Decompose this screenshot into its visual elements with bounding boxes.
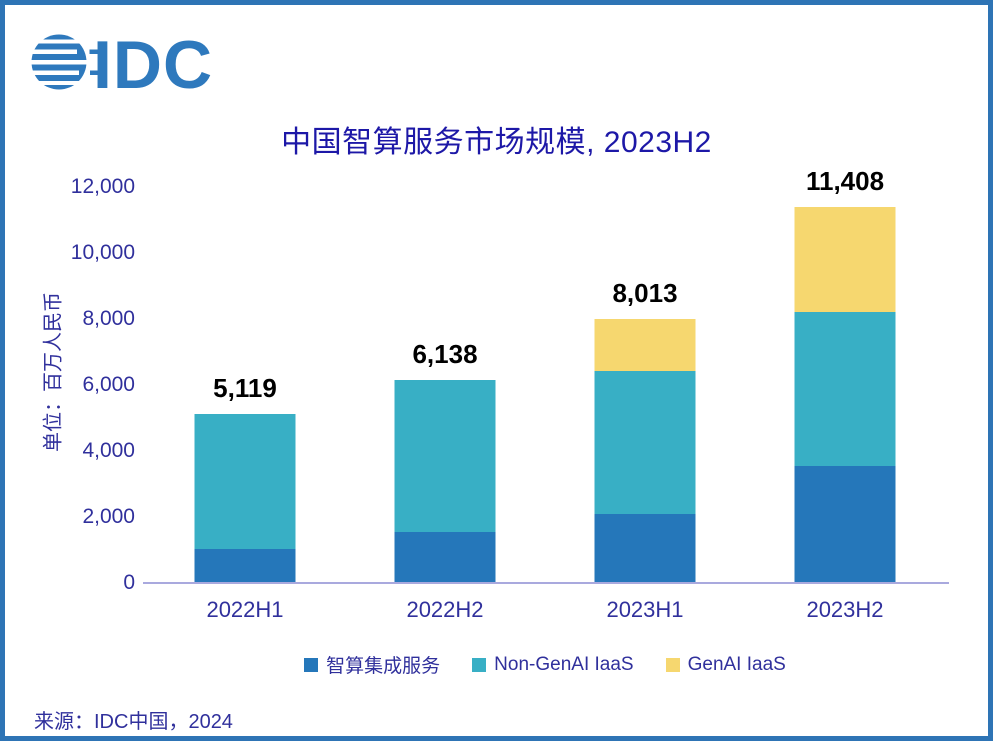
x-axis-line <box>143 582 949 584</box>
legend-swatch-icon <box>665 657 680 672</box>
stacked-bar <box>794 206 896 583</box>
bar-segment <box>594 318 696 372</box>
stacked-bar <box>394 380 496 583</box>
logo-wordmark: IDC <box>93 29 213 95</box>
bar-column-2022h2: 6,138 <box>345 187 545 583</box>
legend-swatch-icon <box>472 657 487 672</box>
y-axis: 0 2,000 4,000 6,000 8,000 10,000 12,000 <box>5 176 135 594</box>
plot-area: 5,119 6,138 8,013 11,408 <box>145 166 945 583</box>
legend: 智算集成服务 Non-GenAI IaaS GenAI IaaS <box>145 651 945 678</box>
bar-segment <box>194 549 296 583</box>
x-tick-label: 2022H2 <box>406 597 484 622</box>
bar-column-2022h1: 5,119 <box>145 187 345 583</box>
x-tick-label: 2023H2 <box>806 597 884 622</box>
legend-label: Non-GenAI IaaS <box>494 653 634 675</box>
y-tick-label: 2,000 <box>82 505 135 528</box>
bar-segment <box>794 311 896 466</box>
bar-column-2023h1: 8,013 <box>545 187 745 583</box>
stacked-bar <box>194 414 296 583</box>
y-tick-label: 10,000 <box>70 241 135 264</box>
bar-segment <box>594 514 696 583</box>
y-tick-label: 8,000 <box>82 307 135 330</box>
x-axis: 2022H1 2022H2 2023H1 2023H2 <box>145 597 945 623</box>
bar-segment <box>394 532 496 583</box>
y-tick-label: 6,000 <box>82 373 135 396</box>
bar-segment <box>794 465 896 583</box>
legend-label: 智算集成服务 <box>326 656 441 677</box>
legend-swatch-icon <box>304 657 319 672</box>
bar-segment <box>194 414 296 550</box>
y-tick-label: 4,000 <box>82 439 135 462</box>
chart-title: 中国智算服务市场规模, 2023H2 <box>281 126 712 159</box>
bar-total-label: 11,408 <box>805 165 885 196</box>
source-note: 来源：IDC中国，2024 <box>34 711 233 733</box>
bar-segment <box>794 206 896 312</box>
x-tick-label: 2022H1 <box>206 597 284 622</box>
x-tick-label: 2023H1 <box>606 597 684 622</box>
idc-logo: IDC <box>29 29 213 95</box>
bar-segment <box>394 380 496 533</box>
legend-item: GenAI IaaS <box>665 653 786 676</box>
stacked-bar <box>594 318 696 583</box>
bar-total-label: 5,119 <box>213 373 277 404</box>
y-tick-label: 0 <box>123 571 135 594</box>
legend-item: Non-GenAI IaaS <box>472 653 634 676</box>
legend-label: GenAI IaaS <box>687 653 786 675</box>
bar-column-2023h2: 11,408 <box>745 166 945 583</box>
bar-total-label: 6,138 <box>412 339 478 370</box>
bar-segment <box>594 371 696 515</box>
y-tick-label: 12,000 <box>70 175 135 198</box>
legend-item: 智算集成服务 <box>304 651 440 678</box>
bar-total-label: 8,013 <box>612 277 678 308</box>
